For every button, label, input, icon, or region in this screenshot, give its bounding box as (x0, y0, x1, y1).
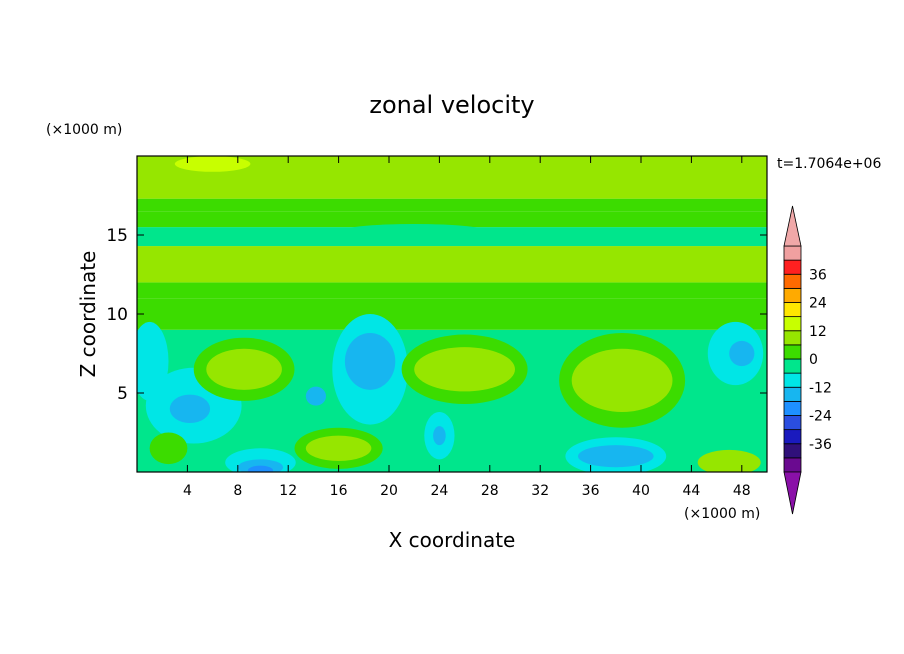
y-axis-units: (×1000 m) (46, 122, 122, 138)
x-tick-label: 20 (380, 483, 398, 499)
colorbar-swatch (783, 316, 802, 332)
x-tick-label: 24 (430, 483, 448, 499)
contour-region (502, 393, 553, 457)
colorbar-swatch (783, 400, 802, 416)
contour-band (137, 298, 767, 330)
contour-region (571, 348, 673, 412)
x-tick-label: 16 (330, 483, 348, 499)
x-tick-label: 36 (582, 483, 600, 499)
contour-region (305, 386, 327, 406)
colorbar-over-triangle (783, 205, 802, 247)
colorbar-swatch (783, 273, 802, 289)
y-tick-label: 5 (117, 384, 128, 404)
x-tick-label: 44 (682, 483, 700, 499)
contour-region (578, 445, 654, 468)
x-axis: 4 8 12 16 20 24 28 32 36 40 44 48 (183, 156, 751, 499)
colorbar-tick-label: -24 (809, 409, 832, 425)
contour-region (169, 394, 211, 424)
contour-region (137, 321, 169, 401)
y-tick-label: 10 (106, 305, 128, 325)
y-tick-label: 15 (106, 226, 128, 246)
contour-region (174, 156, 251, 172)
contour-region (697, 449, 761, 472)
colorbar-under-triangle (783, 471, 802, 515)
contour-region (515, 230, 667, 247)
colorbar-swatch (783, 245, 802, 261)
contour-region (729, 340, 755, 367)
colorbar-swatch (783, 457, 802, 473)
colorbar-swatch (783, 443, 802, 459)
contour-band (137, 198, 767, 212)
contour-field (137, 156, 767, 472)
contour-region (247, 465, 274, 472)
colorbar-swatch (783, 415, 802, 431)
colorbar-swatch (783, 302, 802, 318)
colorbar-swatch (783, 429, 802, 445)
contour-region (149, 432, 188, 465)
time-label: t=1.7064e+06 (777, 156, 881, 172)
contour-region (414, 347, 515, 392)
x-tick-label: 48 (733, 483, 751, 499)
y-axis: 5 10 15 (106, 226, 767, 404)
y-axis-label: Z coordinate (76, 251, 100, 378)
colorbar-tick-label: 24 (809, 296, 827, 312)
colorbar-swatch (783, 344, 802, 360)
x-tick-label: 28 (481, 483, 499, 499)
contour-region (338, 223, 490, 240)
colorbar-tick-label: 0 (809, 352, 818, 368)
colorbar-swatch (783, 259, 802, 275)
x-tick-label: 4 (183, 483, 192, 499)
contour-region (206, 348, 282, 390)
colorbar-tick-label: -12 (809, 380, 832, 396)
colorbar-tick-label: 36 (809, 267, 827, 283)
colorbar-swatch (783, 358, 802, 374)
x-tick-label: 40 (632, 483, 650, 499)
contour-band (137, 246, 767, 283)
x-axis-units: (×1000 m) (684, 506, 760, 522)
colorbar-tick-label: 12 (809, 324, 827, 340)
x-tick-label: 12 (279, 483, 297, 499)
chart-title: zonal velocity (369, 91, 534, 119)
contour-region (433, 426, 446, 446)
colorbar-tick-label: -36 (809, 437, 832, 453)
contour-band (137, 282, 767, 299)
colorbar-swatch (783, 386, 802, 402)
contour-region (344, 332, 396, 390)
x-axis-label: X coordinate (389, 528, 516, 552)
x-tick-label: 8 (233, 483, 242, 499)
colorbar-swatch (783, 287, 802, 303)
contour-region (305, 435, 372, 461)
colorbar-swatch (783, 372, 802, 388)
contour-band (137, 211, 767, 228)
colorbar: -36 -24 -12 0 12 24 36 (783, 205, 832, 515)
colorbar-swatch (783, 330, 802, 346)
x-tick-label: 32 (531, 483, 549, 499)
